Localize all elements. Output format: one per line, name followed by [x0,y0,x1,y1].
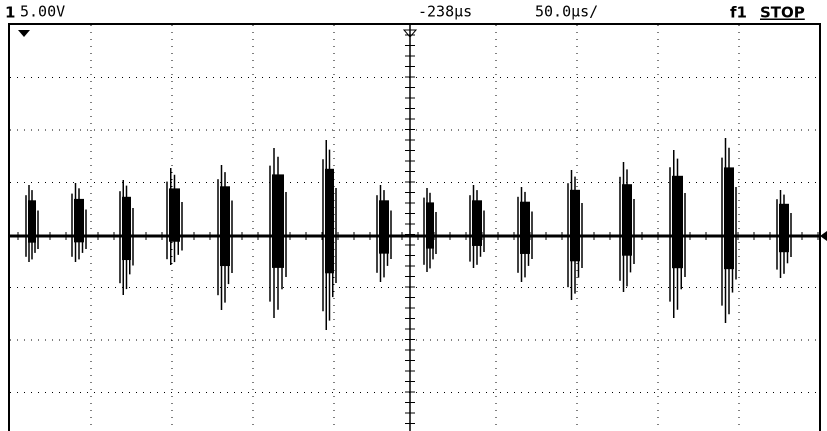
burst [777,190,791,278]
run-status: STOP [760,4,805,22]
burst [167,168,182,265]
channel-marker [18,30,30,37]
burst [72,183,86,262]
channel-number: 1 [5,4,15,22]
oscilloscope-screen: 1 5.00V -238µs 50.0µs/ f1 STOP [0,0,827,431]
graticule [10,25,820,431]
burst [26,185,38,262]
burst [270,148,286,318]
vertical-scale: 5.00V [20,3,65,21]
burst [470,185,484,268]
burst [722,138,736,323]
burst [424,188,436,272]
trigger-source: f1 [730,4,747,22]
page: {"header": {"channel": "1", "scale": "5.… [0,0,827,431]
trigger-delay: -238µs [418,3,472,21]
burst [670,150,685,318]
burst [568,170,582,300]
burst [377,185,391,282]
ground-marker [820,231,827,241]
timebase: 50.0µs/ [535,3,598,21]
burst [218,165,232,310]
burst [518,187,532,282]
burst [620,162,634,292]
